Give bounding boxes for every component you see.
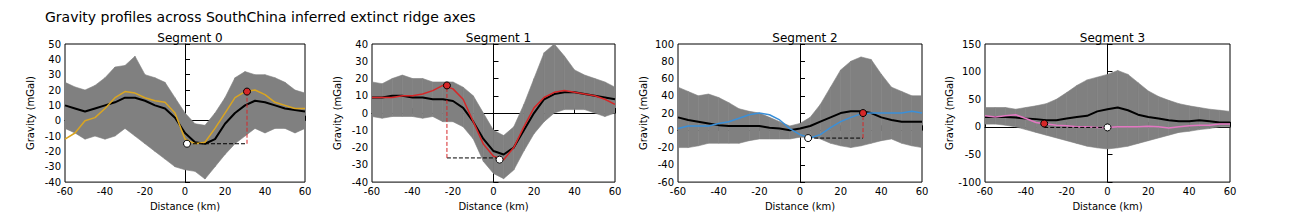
svg-text:Distance (km): Distance (km) [458, 201, 528, 212]
svg-text:20: 20 [355, 73, 368, 84]
svg-text:Distance (km): Distance (km) [765, 201, 835, 212]
svg-text:40: 40 [875, 186, 888, 197]
svg-text:40: 40 [1183, 186, 1196, 197]
svg-text:20: 20 [661, 108, 674, 119]
svg-text:Gravity (mGal): Gravity (mGal) [332, 76, 343, 150]
svg-text:Segment 3: Segment 3 [1080, 31, 1145, 45]
svg-text:-20: -20 [352, 142, 368, 153]
svg-text:30: 30 [48, 69, 61, 80]
svg-text:20: 20 [834, 186, 847, 197]
svg-text:100: 100 [962, 66, 981, 77]
svg-text:Segment 0: Segment 0 [157, 31, 222, 45]
svg-text:20: 20 [219, 186, 232, 197]
svg-text:-30: -30 [352, 159, 368, 170]
svg-text:-60: -60 [364, 186, 380, 197]
svg-text:0: 0 [975, 121, 981, 132]
svg-text:Gravity (mGal): Gravity (mGal) [638, 76, 649, 150]
svg-text:80: 80 [661, 56, 674, 67]
svg-text:Gravity (mGal): Gravity (mGal) [944, 76, 955, 150]
svg-text:-60: -60 [57, 186, 73, 197]
svg-text:Gravity (mGal): Gravity (mGal) [25, 76, 36, 150]
svg-text:-40: -40 [44, 176, 61, 188]
svg-text:Distance (km): Distance (km) [150, 201, 220, 212]
svg-text:60: 60 [299, 186, 312, 197]
svg-text:20: 20 [1142, 186, 1155, 197]
svg-text:60: 60 [661, 73, 674, 84]
svg-text:10: 10 [355, 90, 368, 101]
svg-text:40: 40 [568, 186, 581, 197]
svg-text:0: 0 [1104, 186, 1110, 197]
svg-text:0: 0 [490, 186, 496, 197]
svg-text:40: 40 [259, 186, 272, 197]
svg-text:-100: -100 [958, 176, 981, 188]
svg-text:-40: -40 [404, 186, 420, 197]
svg-text:-20: -20 [137, 186, 153, 197]
svg-text:Segment 1: Segment 1 [466, 31, 531, 45]
svg-text:Segment 2: Segment 2 [772, 31, 837, 45]
svg-text:100: 100 [655, 39, 674, 50]
svg-text:-10: -10 [352, 125, 368, 136]
svg-text:-20: -20 [751, 186, 767, 197]
svg-text:30: 30 [355, 56, 368, 67]
svg-text:0: 0 [182, 186, 188, 197]
svg-text:40: 40 [355, 39, 368, 50]
svg-text:-20: -20 [45, 146, 61, 157]
svg-text:-40: -40 [710, 186, 726, 197]
svg-text:-40: -40 [658, 159, 674, 170]
svg-text:Distance (km): Distance (km) [1072, 201, 1142, 212]
svg-text:-20: -20 [445, 186, 461, 197]
svg-text:-30: -30 [45, 161, 61, 172]
svg-text:-40: -40 [351, 176, 368, 188]
svg-text:-40: -40 [97, 186, 113, 197]
svg-text:-10: -10 [45, 131, 61, 142]
svg-text:-60: -60 [670, 186, 686, 197]
svg-text:-20: -20 [658, 142, 674, 153]
svg-text:60: 60 [609, 186, 622, 197]
svg-text:-60: -60 [657, 176, 674, 188]
svg-text:10: 10 [48, 100, 61, 111]
svg-text:0: 0 [797, 186, 803, 197]
svg-text:60: 60 [1224, 186, 1237, 197]
svg-text:0: 0 [362, 108, 368, 119]
svg-text:50: 50 [968, 94, 981, 105]
svg-text:150: 150 [962, 39, 981, 50]
svg-text:40: 40 [661, 90, 674, 101]
svg-text:-60: -60 [977, 186, 993, 197]
svg-text:60: 60 [916, 186, 929, 197]
svg-text:-20: -20 [1058, 186, 1074, 197]
svg-text:-50: -50 [965, 149, 981, 160]
svg-text:0: 0 [668, 125, 674, 136]
svg-text:50: 50 [48, 39, 61, 50]
svg-text:40: 40 [48, 54, 61, 65]
svg-text:0: 0 [55, 115, 61, 126]
svg-text:20: 20 [528, 186, 541, 197]
svg-text:20: 20 [48, 85, 61, 96]
svg-text:-40: -40 [1018, 186, 1034, 197]
svg-text:Gravity profiles across SouthC: Gravity profiles across SouthChina infer… [45, 9, 476, 25]
